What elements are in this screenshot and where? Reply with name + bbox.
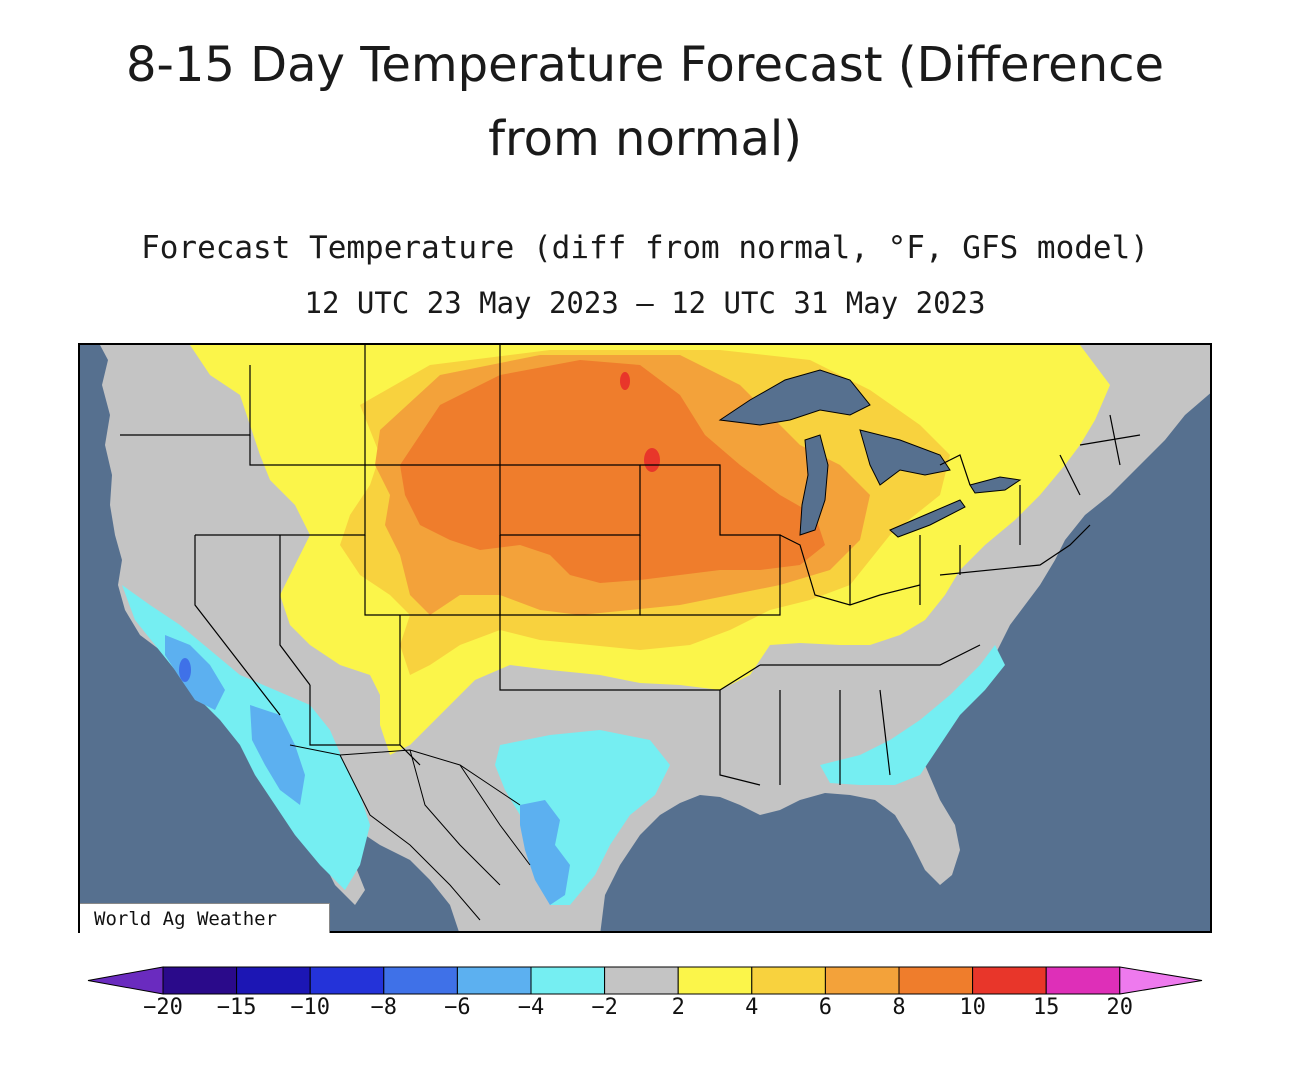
legend-tick-label: −10: [290, 995, 331, 1020]
state-borders: [120, 345, 1141, 786]
anomaly-zone-minus-4-california: [165, 635, 225, 710]
lake-huron: [859, 429, 951, 486]
anomaly-zone-minus-4-texas: [520, 800, 570, 905]
legend-arrow-low: [87, 966, 164, 995]
legend-tick-label: −15: [216, 995, 257, 1020]
legend-swatch: [824, 966, 900, 995]
legend-tick-label: −4: [517, 995, 545, 1020]
anomaly-zone-minus-2-southeast: [820, 645, 1005, 785]
legend-swatch: [604, 966, 679, 995]
legend-swatch: [1045, 966, 1121, 995]
legend-arrow-high: [1119, 966, 1203, 995]
legend-tick-label: −2: [591, 995, 618, 1020]
legend-swatch: [309, 966, 385, 995]
legend-swatch: [383, 966, 458, 995]
anomaly-spot-plus-10-a: [644, 448, 660, 472]
legend-tick-label: 2: [671, 995, 685, 1020]
map-credit: World Ag Weather: [80, 903, 330, 933]
lake-ontario: [969, 476, 1022, 494]
map-title: Forecast Temperature (diff from normal, …: [141, 230, 1149, 266]
legend-swatch: [898, 966, 974, 995]
legend-swatch: [162, 966, 238, 995]
color-legend: [87, 966, 1203, 995]
legend-tick-label: 10: [959, 995, 986, 1020]
anomaly-zone-minus-4-baja: [250, 705, 305, 805]
anomaly-zone-plus-8: [400, 360, 825, 583]
legend-tick-label: 4: [745, 995, 759, 1020]
legend-tick-label: 20: [1106, 995, 1134, 1020]
legend-tick-label: 15: [1032, 995, 1060, 1020]
lake-michigan: [799, 434, 829, 536]
legend-swatch: [236, 966, 311, 995]
map-svg: [80, 345, 1210, 931]
map-period: 12 UTC 23 May 2023 – 12 UTC 31 May 2023: [304, 286, 986, 320]
page-title: 8-15 Day Temperature Forecast (Differenc…: [0, 28, 1290, 176]
legend-swatch: [456, 966, 532, 995]
page-title-line-2: from normal): [488, 111, 802, 167]
forecast-map: [78, 343, 1212, 933]
lake-erie: [889, 499, 966, 538]
legend-tick-label: −20: [143, 995, 183, 1020]
legend-tick-label: 8: [892, 995, 906, 1020]
legend-swatch: [530, 966, 606, 995]
legend-swatch: [677, 966, 753, 995]
anomaly-spot-plus-10-b: [620, 372, 630, 390]
legend-swatch: [751, 966, 826, 995]
anomaly-spot-minus-6: [179, 658, 191, 682]
page-title-line-1: 8-15 Day Temperature Forecast (Differenc…: [125, 37, 1165, 93]
legend-tick-label: −8: [370, 995, 398, 1020]
legend-tick-label: −6: [444, 995, 471, 1020]
legend-tick-label: 6: [818, 995, 833, 1020]
mexico-borders: [289, 744, 531, 921]
legend-swatch: [972, 966, 1047, 995]
lake-superior: [718, 369, 871, 426]
